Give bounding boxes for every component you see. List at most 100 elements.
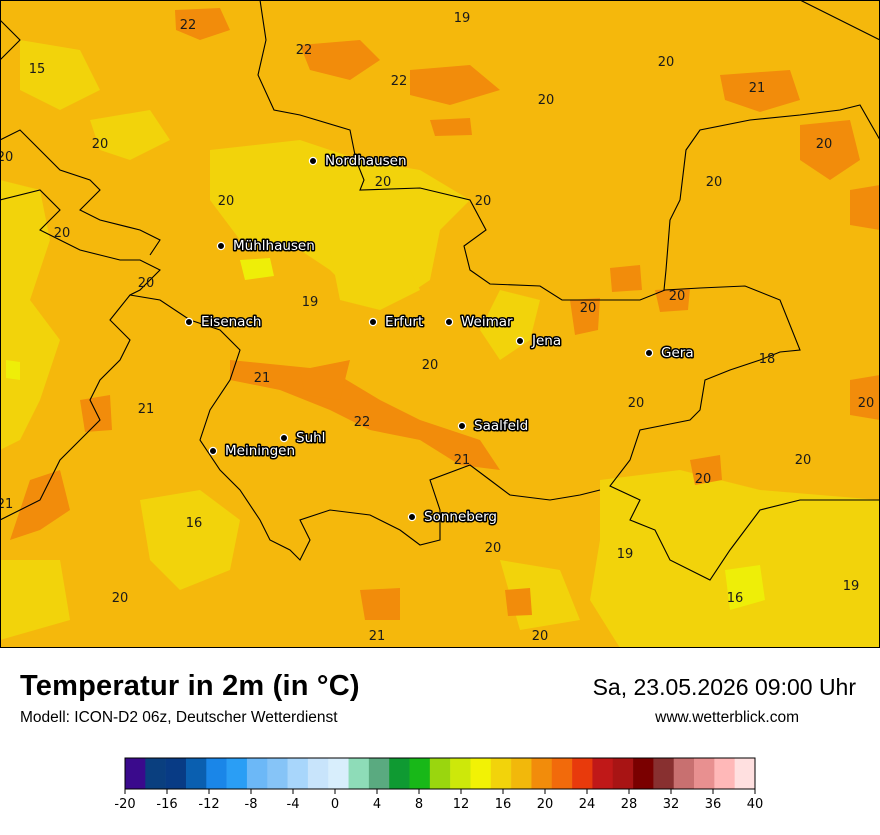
legend-tick-label: 24 [579, 797, 596, 812]
city-label: Suhl [296, 430, 325, 446]
temperature-value: 21 [749, 81, 766, 96]
legend-swatch [470, 758, 492, 789]
legend-tick-label: 12 [453, 797, 470, 812]
legend-swatch [450, 758, 471, 789]
legend-svg: -20 -16 -12 -8 -4 0 4 8 12 16 20 24 28 32 36 40 [114, 757, 763, 812]
model-info: Modell: ICON-D2 06z, Deutscher Wetterdie… [20, 709, 338, 726]
legend-swatch [348, 758, 370, 789]
legend-border [124, 757, 756, 790]
city-marker-erfurt: Erfurt [368, 313, 425, 332]
temperature-value: 19 [617, 547, 634, 562]
legend-swatch [490, 758, 512, 789]
temperature-value: 20 [218, 194, 235, 209]
temperature-value: 20 [795, 453, 812, 468]
city-marker-weimar: Weimar [444, 313, 515, 332]
temperature-value: 22 [354, 415, 371, 430]
temperature-value: 22 [180, 18, 197, 33]
legend-swatch [368, 758, 390, 789]
legend-swatch [694, 758, 715, 789]
city-dot [208, 446, 218, 456]
city-dot [308, 156, 318, 166]
legend-swatch [612, 758, 634, 789]
legend-swatch [653, 758, 675, 789]
temperature-value: 21 [254, 371, 271, 386]
temperature-value: 20 [485, 541, 502, 556]
legend-swatch [307, 758, 329, 789]
temperature-value: 20 [628, 396, 645, 411]
legend-tick-label: -20 [114, 797, 135, 812]
legend-tick-label: -16 [156, 797, 177, 812]
legend-ticks: -20 -16 -12 -8 -4 0 4 8 12 16 20 24 28 32 36 40 [114, 789, 763, 812]
city-label: Weimar [461, 314, 513, 330]
city-marker-saalfeld: Saalfeld [457, 417, 530, 436]
website-link[interactable]: www.wetterblick.com [655, 709, 799, 726]
legend-tick-label: 28 [621, 797, 638, 812]
city-marker-mühlhausen: Mühlhausen [216, 237, 316, 256]
city-dot [644, 348, 654, 358]
city-dot [216, 241, 226, 251]
city-dot [407, 512, 417, 522]
temperature-value: 20 [695, 472, 712, 487]
temperature-value: 18 [759, 352, 776, 367]
temperature-value: 22 [296, 43, 313, 58]
temperature-value: 20 [538, 93, 555, 108]
temperature-value: 19 [843, 579, 860, 594]
cool-regions [0, 40, 880, 648]
legend-swatch [531, 758, 553, 789]
temperature-value: 19 [454, 11, 471, 26]
temperature-value: 21 [369, 629, 386, 644]
temperature-value: 20 [580, 301, 597, 316]
legend-swatch [673, 758, 695, 789]
legend-tick-label: -4 [287, 797, 300, 812]
legend-swatch [572, 758, 593, 789]
city-dot [184, 317, 194, 327]
city-label: Sonneberg [424, 509, 497, 525]
temperature-value: 21 [454, 453, 471, 468]
legend-tick-label: 4 [373, 797, 381, 812]
temperature-value: 20 [0, 150, 13, 165]
legend-swatch [185, 758, 207, 789]
city-marker-meiningen: Meiningen [208, 442, 297, 461]
temperature-value: 16 [727, 591, 744, 606]
legend-tick-label: 40 [747, 797, 764, 812]
city-dot [279, 433, 289, 443]
legend-swatch [409, 758, 431, 789]
legend-swatch [714, 758, 735, 789]
city-dot [515, 336, 525, 346]
legend-swatch [734, 758, 756, 789]
legend-swatch [246, 758, 268, 789]
legend-swatch [633, 758, 654, 789]
city-marker-jena: Jena [515, 332, 563, 351]
city-dot [444, 317, 454, 327]
city-label: Gera [661, 345, 694, 361]
legend-tick-label: -8 [245, 797, 258, 812]
legend-swatch [267, 758, 288, 789]
temperature-value: 20 [112, 591, 129, 606]
legend-swatch [165, 758, 187, 789]
city-label: Eisenach [201, 314, 261, 330]
temperature-value: 20 [92, 137, 109, 152]
forecast-datetime: Sa, 23.05.2026 09:00 Uhr [592, 674, 856, 700]
cities-layer: Nordhausen Mühlhausen Eisenach Erfurt Weimar… [184, 152, 695, 527]
legend-swatch [287, 758, 309, 789]
temperature-value: 20 [422, 358, 439, 373]
coolest-spots [6, 258, 765, 610]
legend-swatch [551, 758, 573, 789]
legend-swatch [226, 758, 248, 789]
legend-tick-label: 8 [415, 797, 423, 812]
temperature-map: Nordhausen Mühlhausen Eisenach Erfurt Weimar… [0, 0, 880, 648]
temperature-value: 21 [138, 402, 155, 417]
temperature-value: 20 [669, 289, 686, 304]
legend-tick-label: 36 [705, 797, 722, 812]
city-label: Saalfeld [474, 418, 528, 434]
legend-swatch [145, 758, 166, 789]
legend-swatch [592, 758, 614, 789]
city-marker-eisenach: Eisenach [184, 313, 263, 332]
temperature-value: 20 [658, 55, 675, 70]
city-label: Mühlhausen [233, 238, 315, 254]
city-marker-nordhausen: Nordhausen [308, 152, 408, 171]
city-marker-suhl: Suhl [279, 429, 327, 448]
city-marker-sonneberg: Sonneberg [407, 508, 499, 527]
legend-tick-label: 32 [663, 797, 680, 812]
legend-swatch [511, 758, 532, 789]
